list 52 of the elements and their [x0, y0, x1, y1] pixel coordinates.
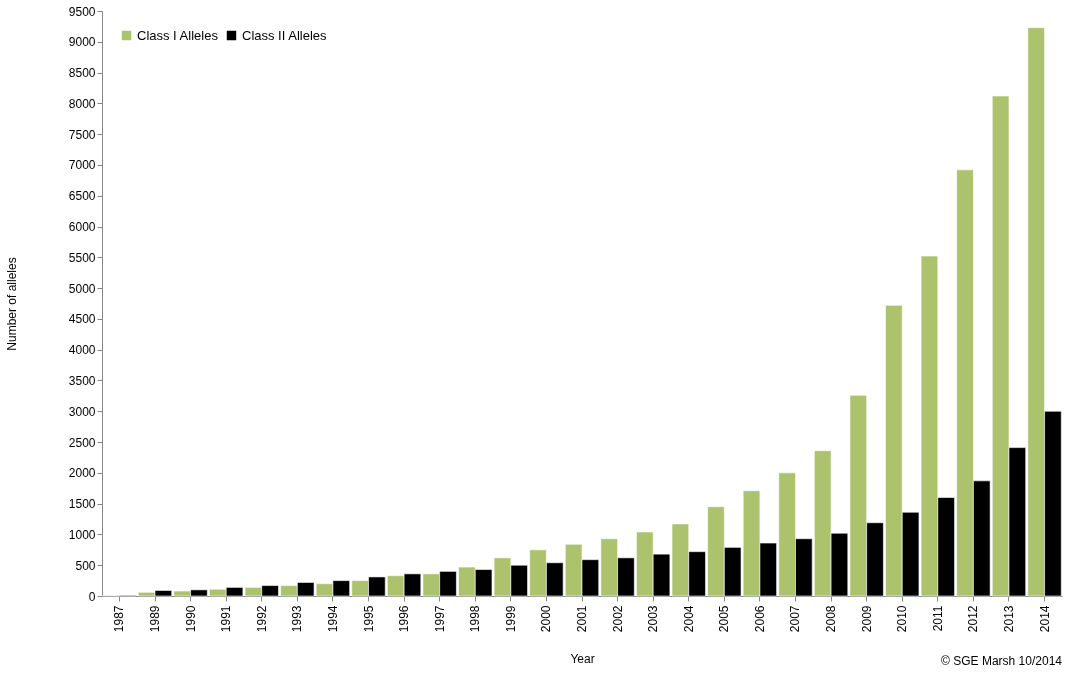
y-tick-label: 8500	[68, 66, 96, 81]
y-tick-label: 9000	[68, 35, 96, 50]
y-tick-label: 9500	[68, 4, 96, 19]
y-tick-label: 5500	[68, 250, 96, 265]
x-tick-label: 1999	[503, 605, 518, 633]
x-tick-label: 1997	[432, 605, 447, 633]
x-tick-label: 2006	[752, 605, 767, 633]
y-tick-label: 3500	[68, 373, 96, 388]
y-tick-label: 6000	[68, 220, 96, 235]
y-axis-title: Number of alleles	[4, 257, 19, 351]
y-tick-label: 2500	[68, 435, 96, 450]
x-tick-label: 2010	[895, 605, 910, 633]
x-tick-label: 1992	[254, 605, 269, 633]
x-tick-label: 2002	[610, 605, 625, 633]
x-tick-label: 2013	[1001, 605, 1016, 633]
y-tick-label: 5000	[68, 281, 96, 296]
x-tick-label: 2014	[1037, 605, 1052, 633]
x-tick-label: 1995	[361, 605, 376, 633]
y-tick-label: 7500	[68, 127, 96, 142]
legend-label: Class II Alleles	[242, 27, 328, 43]
y-tick-label: 1000	[68, 527, 96, 542]
x-tick-label: 1990	[183, 605, 198, 633]
x-tick-label: 2008	[824, 605, 839, 633]
text: © SGE Marsh 10/2014	[941, 654, 1063, 668]
legend-label: Class I Alleles	[137, 27, 219, 43]
x-tick-label: 1987	[112, 605, 127, 633]
x-tick-label: 2000	[539, 605, 554, 633]
y-tick-label: 8000	[68, 96, 96, 111]
y-tick-label: 0	[88, 589, 96, 604]
y-tick-label: 7000	[68, 158, 96, 173]
y-tick-label: 4000	[68, 343, 96, 358]
x-tick-label: 1991	[219, 605, 234, 633]
y-tick-label: 2000	[68, 466, 96, 481]
x-tick-label: 2005	[717, 605, 732, 633]
x-tick-label: 2012	[966, 605, 981, 633]
x-tick-label: 2001	[575, 605, 589, 633]
x-tick-label: 1993	[290, 605, 305, 633]
y-tick-label: 6500	[68, 189, 96, 204]
x-tick-label: 2003	[646, 605, 661, 633]
x-tick-label: 1994	[325, 605, 340, 633]
x-tick-label: 2004	[681, 605, 696, 633]
x-tick-label: 2011	[930, 605, 945, 632]
y-tick-label: 4500	[68, 312, 96, 327]
x-tick-label: 1989	[148, 605, 163, 633]
y-tick-label: 500	[75, 558, 96, 573]
y-tick-label: 3000	[68, 404, 96, 419]
y-tick-label: 1500	[68, 497, 96, 512]
x-tick-label: 1996	[397, 605, 412, 633]
x-axis-title: Year	[570, 652, 595, 667]
x-tick-label: 1998	[468, 605, 483, 633]
x-tick-label: 2009	[859, 605, 874, 633]
x-tick-label: 2007	[788, 605, 803, 633]
